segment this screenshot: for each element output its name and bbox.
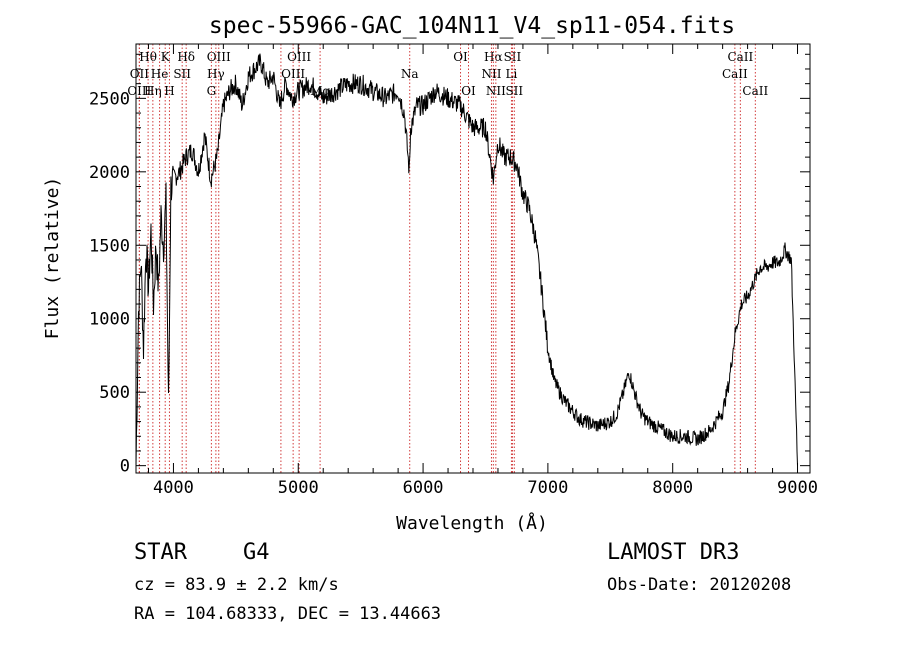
marker-label-12: OIII: [287, 50, 311, 64]
x-axis-label: Wavelength (Å): [396, 512, 548, 534]
marker-label-9: OIII: [207, 50, 231, 64]
redshift-text: cz = 83.9 ± 2.2 km/s: [134, 575, 339, 595]
y-tick-label-0: 0: [120, 457, 130, 477]
marker-label-22: Li: [506, 67, 518, 81]
x-tick-label-2: 6000: [403, 478, 444, 498]
x-tick-label-5: 9000: [777, 478, 818, 498]
x-tick-label-0: 4000: [153, 478, 194, 498]
marker-label-20: SII: [504, 50, 522, 64]
marker-label-6: SII: [173, 67, 191, 81]
marker-label-13: OIII: [281, 67, 305, 81]
marker-label-18: OI: [461, 84, 476, 98]
y-tick-label-1: 500: [99, 383, 130, 403]
x-tick-label-4: 8000: [652, 478, 693, 498]
marker-label-27: CaII: [742, 84, 768, 98]
marker-label-7: H: [164, 84, 174, 98]
marker-label-8: Hδ: [177, 50, 195, 64]
plot-frame: [135, 43, 811, 474]
marker-label-10: Hγ: [207, 67, 225, 81]
x-tick-label-1: 5000: [278, 478, 319, 498]
class-label: STAR: [134, 540, 187, 565]
marker-label-19: Hα: [484, 50, 503, 64]
y-tick-label-5: 2500: [89, 89, 130, 109]
marker-label-17: OI: [453, 50, 468, 64]
axes: 4000 5000 6000 7000 8000 9000 0 500 1000 1500 2000…: [89, 44, 818, 498]
coords-text: RA = 104.68333, DEC = 13.44663: [134, 604, 442, 624]
obs-date-text: Obs-Date: 20120208: [607, 575, 792, 595]
x-tick-label-3: 7000: [527, 478, 568, 498]
marker-label-0: Hθ: [139, 50, 157, 64]
y-tick-label-2: 1000: [89, 310, 130, 330]
subclass-label: G4: [243, 540, 270, 565]
marker-label-26: CaII: [722, 67, 748, 81]
marker-label-23: NII: [486, 84, 506, 98]
marker-label-5: K: [161, 50, 171, 64]
marker-label-11: G: [207, 84, 217, 98]
marker-label-3: Hη: [144, 84, 162, 98]
marker-label-25: CaII: [727, 50, 753, 64]
survey-label: LAMOST DR3: [607, 540, 740, 565]
marker-label-21: NII: [481, 67, 501, 81]
series-line-0: [135, 53, 798, 467]
series-group: [135, 53, 798, 467]
chart-title: spec-55966-GAC_104N11_V4_sp11-054.fits: [209, 13, 735, 39]
marker-label-1: OII: [130, 67, 150, 81]
y-axis-label: Flux (relative): [42, 177, 63, 340]
y-tick-label-4: 2000: [89, 163, 130, 183]
marker-label-16: Na: [401, 67, 419, 81]
marker-label-2: OIII: [127, 84, 151, 98]
marker-label-24: SII: [505, 84, 523, 98]
marker-label-4: He: [151, 67, 169, 81]
y-tick-label-3: 1500: [89, 236, 130, 256]
